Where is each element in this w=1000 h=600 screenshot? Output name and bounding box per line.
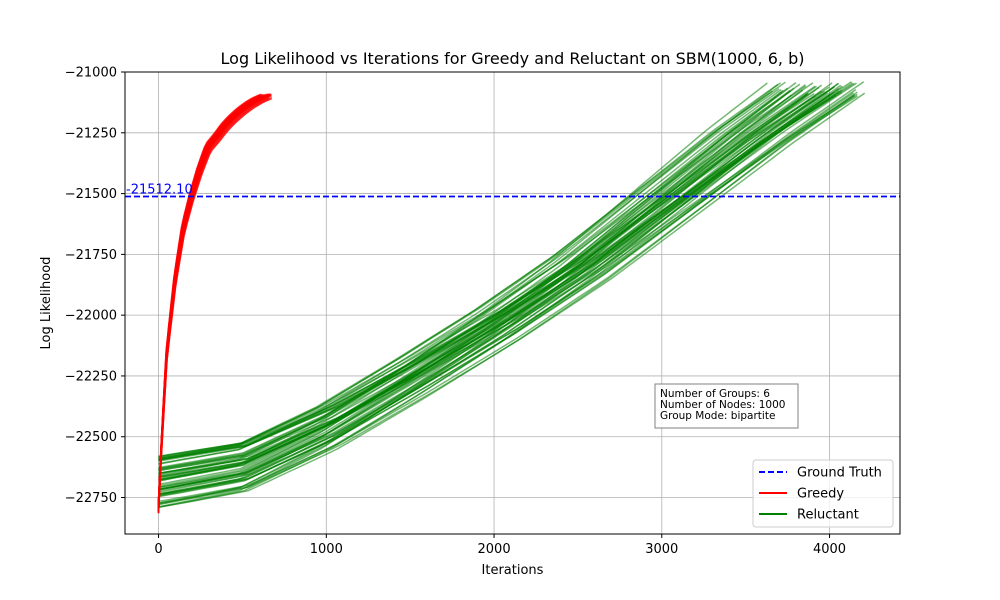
ground-truth: -21512.10 <box>125 183 900 198</box>
reluctant-run-line <box>158 89 791 487</box>
info-box: Number of Groups: 6 Number of Nodes: 100… <box>654 383 799 429</box>
legend-entry-reluctant: Reluctant <box>797 508 859 523</box>
x-tick-label: 2000 <box>478 542 511 557</box>
reluctant-run-line <box>158 81 865 492</box>
y-tick-label: −21500 <box>65 187 117 202</box>
legend-entry-greedy: Greedy <box>797 487 844 502</box>
reluctant-run-line <box>158 95 858 474</box>
x-tick-label: 3000 <box>645 542 678 557</box>
reluctant-run-line <box>158 92 809 470</box>
reluctant-run-line <box>158 82 781 477</box>
reluctant-run-line <box>158 92 815 458</box>
reluctant-run-line <box>158 81 786 460</box>
y-tick-label: −22000 <box>65 309 117 324</box>
plot-frame <box>124 71 901 535</box>
reluctant-run-line <box>158 85 816 469</box>
y-tick-label: −21750 <box>65 248 117 263</box>
x-tick-label: 1000 <box>310 542 343 557</box>
reluctant-run-line <box>158 84 823 482</box>
y-tick-label: −22500 <box>65 430 117 445</box>
x-axis-label: Iterations <box>482 563 544 578</box>
ticks: 0 1000 2000 3000 4000 −21000 −21250 −21500 −2175… <box>65 66 846 558</box>
y-tick-label: −22750 <box>65 491 117 506</box>
y-tick-label: −21000 <box>65 66 117 81</box>
greedy-run-line <box>157 95 271 507</box>
y-axis-label: Log Likelihood <box>39 257 54 350</box>
reluctant-run-line <box>158 85 843 506</box>
y-tick-label: −22250 <box>65 369 117 384</box>
info-line-groups: Number of Groups: 6 <box>660 388 770 400</box>
reluctant-run-line <box>158 83 801 489</box>
legend: Ground Truth Greedy Reluctant <box>752 459 894 528</box>
reluctant-run-line <box>158 93 831 498</box>
chart-title: Log Likelihood vs Iterations for Greedy … <box>221 49 805 68</box>
info-box-frame <box>654 383 799 429</box>
plot-lines <box>157 81 866 514</box>
y-tick-label: −21250 <box>65 126 117 141</box>
ground-truth-value-label: -21512.10 <box>126 183 193 198</box>
reluctant-run-line <box>158 82 839 495</box>
legend-frame <box>752 459 894 528</box>
reluctant-run-line <box>158 93 858 503</box>
legend-entry-ground-truth: Ground Truth <box>797 466 882 481</box>
x-tick-label: 0 <box>154 542 162 557</box>
x-tick-label: 4000 <box>813 542 846 557</box>
info-line-mode: Group Mode: bipartite <box>660 410 775 422</box>
info-line-nodes: Number of Nodes: 1000 <box>660 399 785 411</box>
